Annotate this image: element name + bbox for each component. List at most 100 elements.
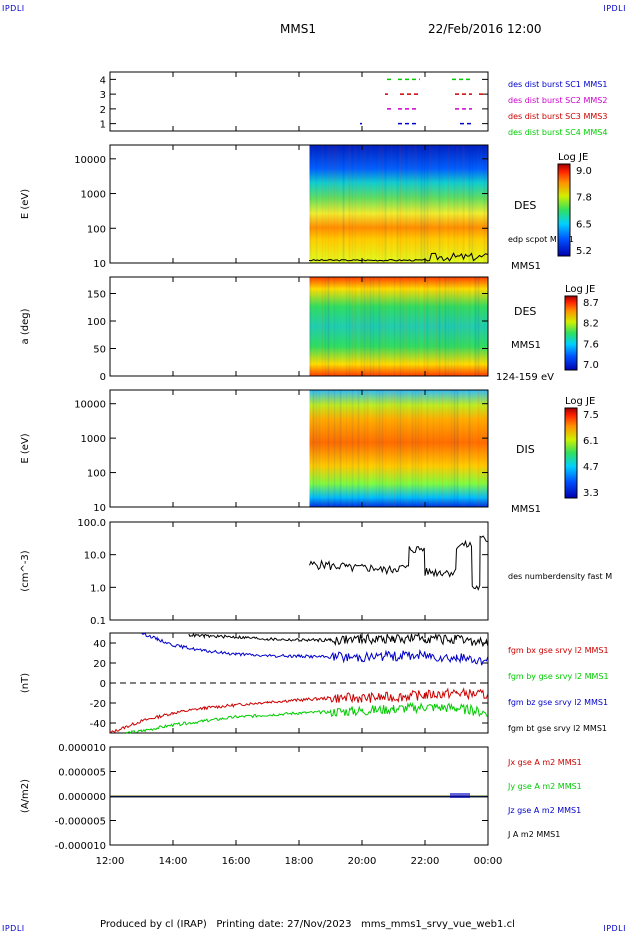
des-pitch-stripe	[396, 277, 399, 376]
dis-energy-stripe	[370, 390, 372, 507]
density-ylabel: (cm^-3)	[20, 550, 31, 591]
des-pitch-stripe	[369, 277, 372, 376]
corner-mark-br: IPDLI	[603, 924, 626, 933]
des-pitch-stripe	[474, 277, 477, 376]
dis-energy-spectrogram	[309, 390, 488, 507]
date-title: 22/Feb/2016 12:00	[428, 22, 542, 36]
density-tick-label: 1.0	[90, 583, 106, 594]
des-pitch-stripe	[354, 277, 357, 376]
des-pitch-colorbar-tick: 7.0	[583, 360, 599, 371]
spacecraft-title: MMS1	[280, 22, 316, 36]
des-pitch-stripe	[358, 277, 360, 376]
des-energy-stripe	[468, 145, 471, 263]
dis-energy-stripe	[345, 390, 348, 507]
dis-energy-stripe	[324, 390, 327, 507]
des-energy-stripe	[342, 145, 345, 263]
des-energy-stripe	[456, 145, 459, 263]
dis-energy-stripe	[363, 390, 366, 507]
des-pitch-colorbar-tick: 8.7	[583, 298, 599, 309]
dis-energy-colorbar-tick: 3.3	[583, 488, 599, 499]
dis-energy-stripe	[333, 390, 336, 507]
des-pitch-stripe	[309, 277, 312, 376]
des-energy-stripe	[460, 145, 462, 263]
dis-energy-ylabel: E (eV)	[20, 433, 31, 463]
dis-energy-stripe	[342, 390, 345, 507]
dis-energy-stripe	[396, 390, 399, 507]
dis-energy-stripe	[426, 390, 429, 507]
bfield-legend-2: fgm bz gse srvy l2 MMS1	[508, 698, 608, 707]
des-pitch-stripe	[366, 277, 369, 376]
des-pitch-sc-label: MMS1	[511, 340, 541, 351]
des-energy-stripe	[466, 145, 468, 263]
density-legend: des numberdensity fast M	[508, 572, 612, 581]
des-energy-stripe	[360, 145, 363, 263]
bfield-tick-label: -40	[90, 719, 106, 730]
des-pitch-stripe	[411, 277, 414, 376]
dis-energy-stripe	[336, 390, 339, 507]
des-energy-stripe	[414, 145, 417, 263]
des-energy-ylabel: E (eV)	[20, 189, 31, 219]
des-energy-stripe	[447, 145, 450, 263]
des-pitch-stripe	[388, 277, 390, 376]
dis-energy-stripe	[424, 390, 426, 507]
des-energy-tick-label: 10	[93, 259, 106, 270]
bfield-line-1	[125, 702, 489, 734]
bfield-tick-label: 0	[100, 679, 106, 690]
dis-energy-stripe	[409, 390, 411, 507]
current-legend-3: J A m2 MMS1	[507, 830, 560, 839]
des-pitch-stripe	[417, 277, 420, 376]
des-energy-stripe	[388, 145, 390, 263]
current-ylabel: (A/m2)	[20, 779, 31, 813]
burst-legend-1: des dist burst SC1 MMS1	[508, 80, 607, 89]
dis-energy-stripe	[387, 390, 390, 507]
corner-mark-tr: IPDLI	[603, 4, 626, 13]
dis-energy-colorbar-tick: 6.1	[583, 436, 599, 447]
burst-legend-3: des dist burst SC3 MMS3	[508, 112, 607, 121]
des-energy-stripe	[358, 145, 360, 263]
dis-energy-stripe	[393, 390, 396, 507]
des-energy-stripe	[451, 145, 453, 263]
des-pitch-stripe	[477, 277, 480, 376]
bfield-ylabel: (nT)	[20, 673, 31, 693]
x-tick-label: 20:00	[348, 856, 377, 867]
des-pitch-colorbar-title: Log JE	[565, 284, 595, 295]
burst-tick-label: 1	[100, 120, 106, 131]
des-energy-colorbar-tick: 6.5	[576, 219, 592, 230]
des-pitch-stripe	[333, 277, 336, 376]
dis-energy-colorbar-tick: 4.7	[583, 462, 599, 473]
des-pitch-stripe	[447, 277, 450, 376]
corner-mark-tl: IPDLI	[2, 4, 25, 13]
des-pitch-tick-label: 0	[100, 372, 106, 383]
des-energy-stripe	[373, 145, 375, 263]
dis-energy-stripe	[444, 390, 447, 507]
des-energy-stripe	[426, 145, 429, 263]
dis-energy-stripe	[477, 390, 480, 507]
dis-energy-stripe	[420, 390, 423, 507]
des-energy-stripe	[442, 145, 444, 263]
dis-energy-stripe	[453, 390, 456, 507]
dis-energy-stripe	[330, 390, 333, 507]
des-pitch-label: DES	[514, 305, 536, 318]
corner-mark-bl: IPDLI	[2, 924, 25, 933]
des-pitch-colorbar-tick: 8.2	[583, 319, 599, 330]
des-pitch-stripe	[324, 277, 327, 376]
des-pitch-stripe	[348, 277, 351, 376]
dis-energy-stripe	[351, 390, 354, 507]
des-pitch-stripe	[399, 277, 402, 376]
des-pitch-stripe	[441, 277, 444, 376]
des-pitch-stripe	[405, 277, 408, 376]
des-pitch-stripe	[363, 277, 366, 376]
dis-energy-stripe	[417, 390, 420, 507]
x-tick-label: 22:00	[411, 856, 440, 867]
des-energy-stripe	[346, 145, 348, 263]
dis-energy-stripe	[411, 390, 414, 507]
des-pitch-stripe	[331, 277, 333, 376]
des-energy-stripe	[384, 145, 387, 263]
bfield-tick-label: -20	[90, 699, 106, 710]
des-pitch-stripe	[316, 277, 318, 376]
dis-energy-stripe	[447, 390, 450, 507]
des-pitch-tick-label: 100	[87, 317, 106, 328]
bfield-tick-label: 20	[93, 659, 106, 670]
x-tick-label: 14:00	[159, 856, 188, 867]
des-energy-stripe	[396, 145, 399, 263]
